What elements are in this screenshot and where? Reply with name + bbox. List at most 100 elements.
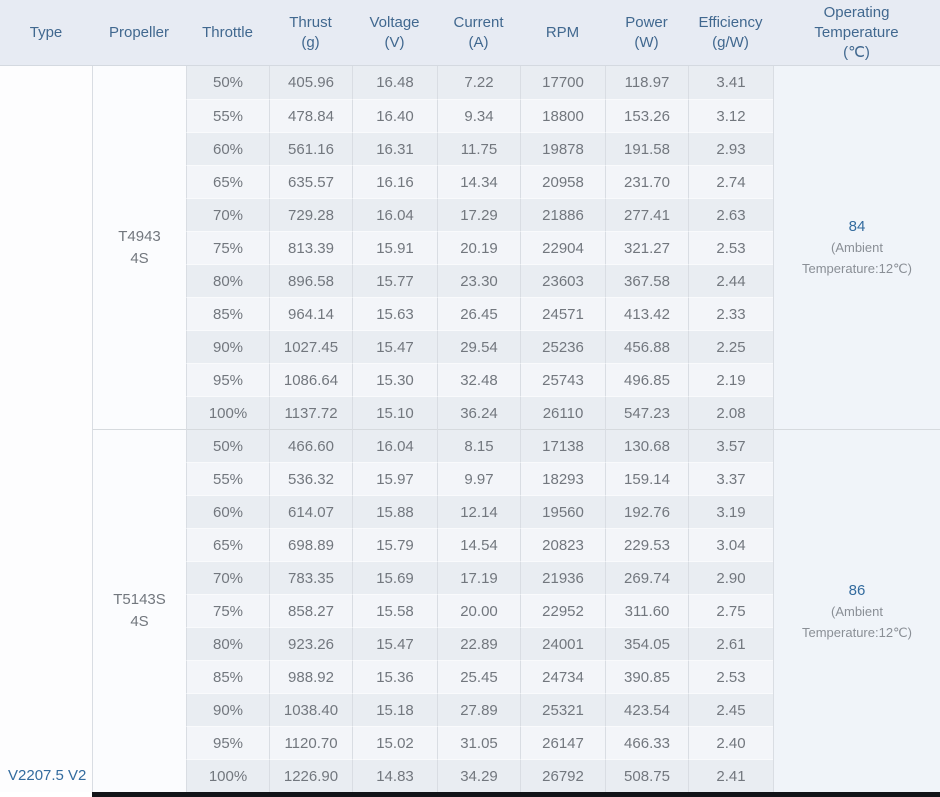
rpm-cell: 22952 [520, 594, 605, 627]
power-cell: 496.85 [605, 363, 688, 396]
throttle-cell: 70% [186, 561, 269, 594]
column-header-voltage: Voltage (V) [352, 0, 437, 66]
thrust-cell: 1120.70 [269, 726, 352, 759]
table-row: 100% 1137.72 15.10 36.24 26110 547.23 2.08 [0, 396, 940, 429]
thrust-cell: 614.07 [269, 495, 352, 528]
power-cell: 321.27 [605, 231, 688, 264]
throttle-cell: 60% [186, 495, 269, 528]
throttle-cell: 90% [186, 330, 269, 363]
propeller-cell: T4943 4S [92, 66, 186, 429]
rpm-cell: 24001 [520, 627, 605, 660]
efficiency-cell: 3.04 [688, 528, 773, 561]
voltage-cell: 16.16 [352, 165, 437, 198]
efficiency-cell: 2.41 [688, 759, 773, 792]
current-cell: 31.05 [437, 726, 520, 759]
voltage-cell: 15.88 [352, 495, 437, 528]
efficiency-cell: 2.61 [688, 627, 773, 660]
current-cell: 20.00 [437, 594, 520, 627]
table-row: V2207.5 V2 T4943 4S 50% 405.96 16.48 7.22 17700… [0, 66, 940, 792]
table-row: 85% 988.92 15.36 25.45 24734 390.85 2.53 [0, 660, 940, 693]
efficiency-cell: 2.53 [688, 660, 773, 693]
throttle-cell: 95% [186, 726, 269, 759]
thrust-cell: 405.96 [269, 66, 352, 99]
power-cell: 231.70 [605, 165, 688, 198]
current-cell: 29.54 [437, 330, 520, 363]
efficiency-cell: 2.44 [688, 264, 773, 297]
efficiency-cell: 2.08 [688, 396, 773, 429]
current-cell: 14.34 [437, 165, 520, 198]
current-cell: 26.45 [437, 297, 520, 330]
voltage-cell: 16.48 [352, 66, 437, 99]
power-cell: 466.33 [605, 726, 688, 759]
voltage-cell: 15.47 [352, 627, 437, 660]
rpm-cell: 19560 [520, 495, 605, 528]
column-label: Current [453, 13, 504, 31]
column-unit: (V) [384, 33, 405, 51]
current-cell: 9.34 [437, 99, 520, 132]
rpm-cell: 20958 [520, 165, 605, 198]
thrust-cell: 1027.45 [269, 330, 352, 363]
current-cell: 17.29 [437, 198, 520, 231]
column-unit: (℃) [843, 43, 870, 61]
voltage-cell: 16.04 [352, 198, 437, 231]
voltage-cell: 15.36 [352, 660, 437, 693]
power-cell: 423.54 [605, 693, 688, 726]
temperature-note-line: Temperature:12℃) [802, 624, 912, 640]
rpm-cell: 17700 [520, 66, 605, 99]
rpm-cell: 21936 [520, 561, 605, 594]
temperature-cell: 86 (Ambient Temperature:12℃) [773, 429, 940, 792]
propeller-label-line: 4S [130, 249, 149, 267]
temperature-note-line: Temperature:12℃) [802, 261, 912, 276]
partial-next-row-strip [92, 792, 940, 797]
propeller-cell: T5143S 4S [92, 429, 186, 792]
rpm-cell: 26792 [520, 759, 605, 792]
table-row: 75% 858.27 15.58 20.00 22952 311.60 2.75 [0, 594, 940, 627]
propeller-label-line: 4S [130, 613, 149, 630]
throttle-cell: 65% [186, 528, 269, 561]
thrust-cell: 1086.64 [269, 363, 352, 396]
temperature-note-line: (Ambient [830, 603, 884, 619]
thrust-cell: 729.28 [269, 198, 352, 231]
current-cell: 36.24 [437, 396, 520, 429]
propeller-label-line: T5143S [113, 591, 166, 608]
rpm-cell: 18293 [520, 462, 605, 495]
efficiency-cell: 2.33 [688, 297, 773, 330]
throttle-cell: 55% [186, 462, 269, 495]
current-cell: 23.30 [437, 264, 520, 297]
column-header-throttle: Throttle [186, 0, 269, 66]
power-cell: 229.53 [605, 528, 688, 561]
current-cell: 8.15 [437, 429, 520, 462]
voltage-cell: 15.18 [352, 693, 437, 726]
column-header-power: Power (W) [605, 0, 688, 66]
throttle-cell: 50% [186, 66, 269, 99]
column-header-rpm: RPM [520, 0, 605, 66]
rpm-cell: 24734 [520, 660, 605, 693]
temperature-value: 86 [848, 581, 866, 599]
column-label: Power [625, 13, 668, 31]
power-cell: 547.23 [605, 396, 688, 429]
table-row: 90% 1038.40 15.18 27.89 25321 423.54 2.45 [0, 693, 940, 726]
voltage-cell: 15.77 [352, 264, 437, 297]
efficiency-cell: 3.12 [688, 99, 773, 132]
throttle-cell: 100% [186, 396, 269, 429]
rpm-cell: 25236 [520, 330, 605, 363]
table-row: 100% 1226.90 14.83 34.29 26792 508.75 2.41 [0, 759, 940, 792]
column-unit: (g) [301, 33, 320, 51]
column-header-current: Current (A) [437, 0, 520, 66]
efficiency-cell: 3.19 [688, 495, 773, 528]
rpm-cell: 18800 [520, 99, 605, 132]
efficiency-cell: 2.45 [688, 693, 773, 726]
table-row: 60% 561.16 16.31 11.75 19878 191.58 2.93 [0, 132, 940, 165]
throttle-cell: 95% [186, 363, 269, 396]
column-label: Throttle [202, 23, 253, 41]
efficiency-cell: 2.90 [688, 561, 773, 594]
current-cell: 14.54 [437, 528, 520, 561]
voltage-cell: 15.97 [352, 462, 437, 495]
throttle-cell: 50% [186, 429, 269, 462]
column-header-thrust: Thrust (g) [269, 0, 352, 66]
current-cell: 11.75 [437, 132, 520, 165]
voltage-cell: 14.83 [352, 759, 437, 792]
thrust-cell: 561.16 [269, 132, 352, 165]
table-header: Type Propeller Throttle Thrust (g) Volta… [0, 0, 940, 66]
